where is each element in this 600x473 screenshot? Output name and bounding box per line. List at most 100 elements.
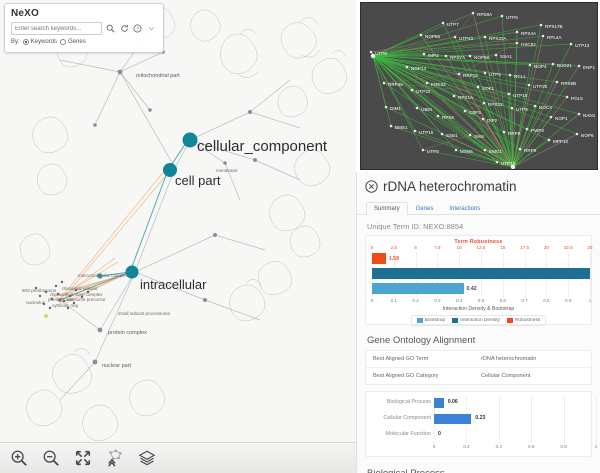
info-tabs[interactable]: Summary Genes Interactions: [357, 197, 600, 215]
axis-tick: 1: [594, 444, 598, 449]
go-alignment-chart: Biological Process 0.06 Cellular Component…: [366, 392, 598, 456]
ontology-tree-graph: [19, 7, 347, 442]
radio-genes[interactable]: Genes: [60, 39, 86, 45]
gene-network-edges: [369, 11, 581, 169]
bar-robustness: [372, 253, 386, 264]
go-chart-bar: [434, 414, 472, 424]
collapse-icon[interactable]: [105, 449, 124, 468]
page-title: rDNA heterochromatin: [383, 179, 517, 194]
term-id-label: Unique Term ID: NEXO:8854: [367, 222, 464, 231]
bar-value-label: 1.59: [388, 255, 399, 262]
robustness-plot-area: 1.59 0.42: [372, 252, 591, 298]
gridline: [498, 396, 500, 444]
chevron-down-icon[interactable]: [146, 23, 157, 34]
radio-keywords-dot: [22, 39, 29, 45]
go-chart-plot-area: Biological Process 0.06 Cellular Component…: [383, 396, 597, 444]
axis-tick: 0.1: [390, 298, 397, 303]
help-icon[interactable]: ?: [133, 23, 144, 34]
bar-bootstrap: [372, 283, 464, 294]
network-toolbar[interactable]: [0, 442, 356, 473]
network-canvas[interactable]: cellular_component cell part intracellular…: [0, 0, 356, 473]
axis-tick: 12.5: [476, 245, 486, 250]
go-term-value: rDNA heterochromatin: [481, 356, 537, 362]
tab-genes[interactable]: Genes: [415, 206, 434, 212]
gridline: [596, 396, 597, 444]
app-title: NeXO: [11, 8, 40, 19]
axis-tick: 2.5: [390, 245, 397, 250]
go-chart-row: Cellular Component 0.23: [383, 412, 585, 428]
legend-label-robustness: Robustness: [514, 318, 541, 323]
go-chart-category-label: Molecular Function: [385, 431, 431, 437]
axis-tick: 22.5: [563, 245, 573, 250]
legend-bootstrap: Bootstrap: [416, 318, 445, 323]
gridline: [590, 252, 591, 298]
axis-tick: 17.5: [520, 245, 530, 250]
axis-tick: 15: [500, 245, 506, 250]
axis-tick: 5: [414, 245, 417, 250]
layers-icon[interactable]: [137, 449, 156, 468]
go-chart-category-label: Cellular Component: [383, 415, 431, 421]
fit-screen-icon[interactable]: [73, 449, 92, 468]
gene-interaction-network[interactable]: RPS8A UTP6 UTP7 RPS17B NOP56 UTP21 RPS22A RPS4A…: [360, 2, 598, 170]
search-by-label: By:: [11, 39, 20, 45]
term-header: rDNA heterochromatin: [357, 172, 600, 197]
axis-tick: 1: [588, 298, 592, 303]
bar-value-label: 0.42: [466, 285, 477, 292]
go-chart-bar: [434, 398, 444, 408]
legend-interaction-density: Interaction Density: [452, 318, 500, 323]
go-chart-category-label: Biological Process: [386, 399, 431, 405]
axis-tick: 7.5: [434, 245, 441, 250]
biological-process-title: Biological Process: [357, 463, 600, 473]
axis-tick: 0: [370, 298, 374, 303]
search-panel[interactable]: NeXO ? By: Keywords Genes: [4, 3, 164, 53]
tab-interactions[interactable]: Interactions: [449, 206, 481, 212]
node-intracellular: [125, 265, 139, 279]
axis-tick: 0.6: [527, 444, 535, 449]
go-category-key: Best Aligned GO Category: [373, 373, 439, 379]
radio-genes-label: Genes: [68, 39, 86, 45]
gridline: [531, 396, 533, 444]
axis-tick: 0.4: [495, 444, 502, 449]
axis-tick: 10: [456, 245, 462, 250]
chart-legend: Bootstrap Interaction Density Robustness: [410, 315, 547, 326]
axis-tick: 0.2: [412, 298, 419, 303]
go-chart-value-label: 0: [438, 431, 441, 437]
gridline: [563, 396, 565, 444]
term-info-panel[interactable]: rDNA heterochromatin Summary Genes Inter…: [356, 172, 600, 473]
axis-tick: 0.8: [560, 444, 567, 449]
table-row: Best Aligned GO Term rDNA heterochromati…: [366, 351, 591, 368]
axis-tick: 0.6: [499, 298, 506, 303]
svg-text:?: ?: [137, 26, 140, 32]
zoom-out-icon[interactable]: [41, 449, 60, 468]
legend-swatch-interaction-density: [452, 318, 459, 323]
bar-interaction-density: [372, 268, 590, 279]
chart-title-term-robustness: Term Robustness: [454, 239, 503, 245]
refresh-icon[interactable]: [119, 23, 130, 34]
legend-label-interaction-density: Interaction Density: [460, 318, 500, 323]
go-alignment-table: Best Aligned GO Term rDNA heterochromati…: [365, 350, 592, 385]
axis-tick: 0.5: [477, 298, 485, 303]
legend-swatch-bootstrap: [416, 318, 423, 323]
axis-tick: 0.7: [521, 298, 528, 303]
search-icon[interactable]: [105, 23, 116, 34]
radio-keywords[interactable]: Keywords: [22, 39, 57, 45]
go-chart-row: Molecular Function 0: [385, 428, 585, 444]
axis-tick: 0.3: [434, 298, 441, 303]
axis-tick: 20: [543, 245, 549, 250]
go-chart-row: Biological Process 0.06: [387, 396, 585, 412]
axis-tick: 0.2: [463, 444, 470, 449]
go-chart-axis-ticks: 0 0.2 0.4 0.6 0.8 1: [433, 444, 598, 451]
axis-tick: 0.8: [543, 298, 550, 303]
zoom-in-icon[interactable]: [9, 449, 28, 468]
search-input[interactable]: [11, 22, 103, 35]
bottom-axis-ticks: 0 0.1 0.2 0.3 0.4 0.5 0.6 0.7 0.8 0.9 1: [370, 298, 592, 305]
close-circle-icon[interactable]: [365, 180, 378, 193]
top-axis-ticks: 0 2.5 5 7.5 10 12.5 15 17.5 20 22.5 25: [371, 245, 593, 252]
legend-robustness: Robustness: [506, 318, 541, 323]
robustness-chart: Term Robustness 0 2.5 5 7.5 10 12.5 15 17.5 20 22…: [366, 236, 593, 326]
axis-tick: 0.9: [564, 298, 572, 303]
tab-summary[interactable]: Summary: [366, 202, 408, 215]
go-alignment-chart-card: Biological Process 0.06 Cellular Component…: [365, 391, 598, 457]
legend-swatch-robustness: [506, 318, 513, 323]
node-cellular-component: [182, 132, 198, 148]
